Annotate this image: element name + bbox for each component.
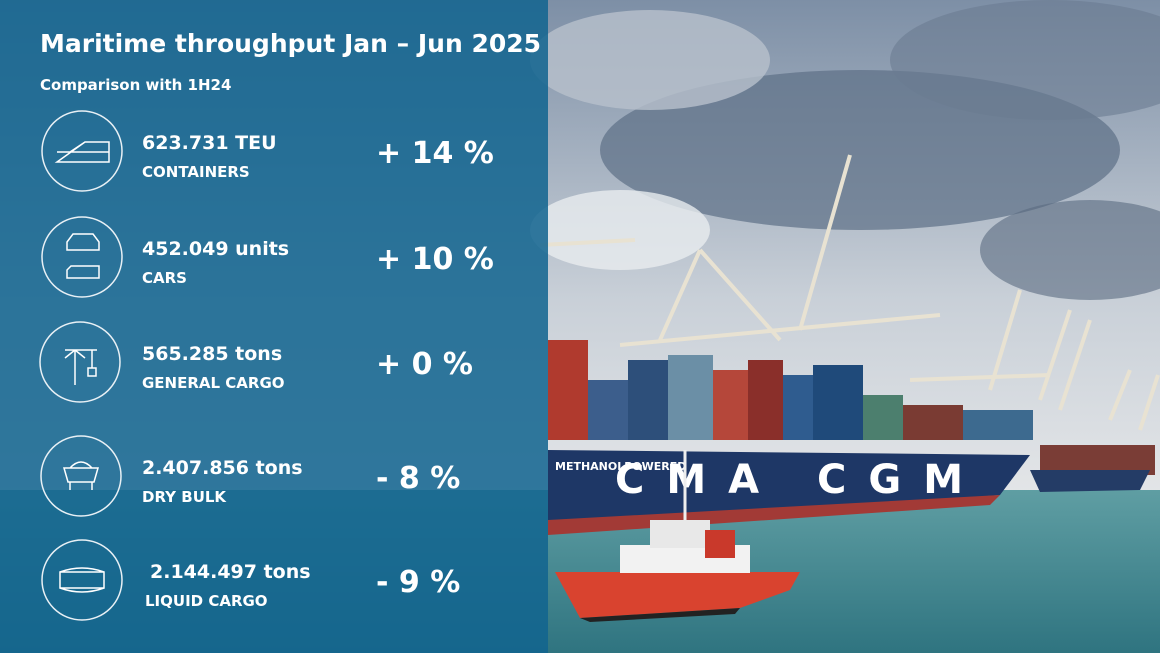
row: 452.049 units CARS + 10 % [41,216,494,298]
category: DRY BULK [142,488,227,506]
icon [59,567,105,593]
amount: 452.049 units [142,238,289,260]
rows: 623.731 TEU CONTAINERS + 14 % 452.049 units… [39,110,494,621]
icon [63,461,99,490]
change: + 14 % [376,136,494,171]
amount: 2.407.856 tons [142,457,303,479]
row: 2.144.497 tons LIQUID CARGO - 9 % [41,539,460,621]
icon-circle [41,110,123,192]
change: - 8 % [376,461,460,496]
change: + 10 % [376,242,494,277]
title: Maritime throughput Jan – Jun 2025 [40,29,541,58]
icon-circle [40,435,122,517]
category: LIQUID CARGO [145,592,268,610]
icon [54,141,110,163]
amount: 2.144.497 tons [150,561,311,583]
icon [66,233,100,279]
category: CONTAINERS [142,163,250,181]
hull [548,450,1030,530]
hull-text: CMA CGM [615,457,985,503]
tugboat [555,450,800,622]
change: - 9 % [376,565,460,600]
amount: 623.731 TEU [142,132,277,154]
amount: 565.285 tons [142,343,282,365]
icon-circle [39,321,121,403]
icon-circle [41,216,123,298]
icon [64,349,97,385]
category: CARS [142,269,187,287]
row: 2.407.856 tons DRY BULK - 8 % [40,435,460,517]
info-panel [0,0,548,653]
row: 623.731 TEU CONTAINERS + 14 % [41,110,494,192]
change: + 0 % [376,347,473,382]
subtitle: Comparison with 1H24 [40,76,231,94]
icon-circle [41,539,123,621]
category: GENERAL CARGO [142,374,285,392]
hull-side-text: METHANOLPOWERED [555,460,686,473]
row: 565.285 tons GENERAL CARGO + 0 % [39,321,473,403]
